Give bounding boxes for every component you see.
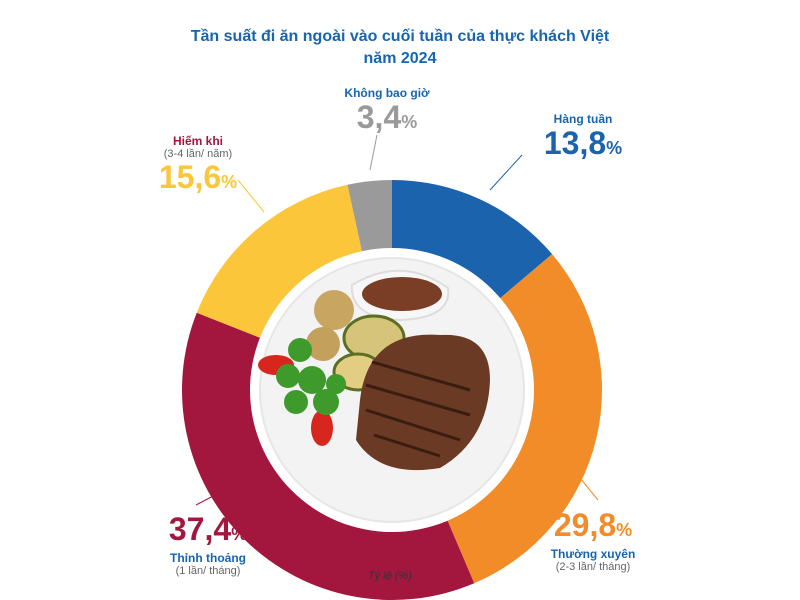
slice-value: 37,4% [168, 511, 248, 547]
label-thinh-thoang: 37,4% Thỉnh thoảng (1 lần/ tháng) [138, 512, 278, 577]
slice-name: Hàng tuần [553, 112, 613, 126]
leader-line-thinh-thoang [195, 482, 239, 506]
leader-lines [195, 134, 599, 506]
slice-value: 29,8% [553, 507, 633, 543]
slice-name: Hiếm khi [172, 134, 223, 148]
label-khong-bao-gio: Không bao giờ 3,4% [332, 86, 442, 139]
leader-line-hang-tuan [489, 154, 523, 191]
potato-1 [314, 290, 354, 330]
label-hang-tuan: Hàng tuần 13,8% [528, 112, 638, 165]
donut-slice-1 [446, 254, 603, 584]
label-thuong-xuyen: 29,8% Thường xuyên (2-3 lần/ tháng) [528, 508, 658, 573]
slice-value: 15,6% [158, 159, 238, 195]
plate-illustration [250, 248, 534, 532]
parsley [276, 338, 346, 415]
slice-sub: (2-3 lần/ tháng) [555, 561, 631, 573]
sauce [362, 277, 442, 311]
leader-line-hiem-khi [237, 179, 265, 213]
leader-line-thuong-xuyen [566, 461, 599, 501]
steak-grill-marks [365, 360, 471, 458]
chart-title-line1: Tần suất đi ăn ngoài vào cuối tuần của t… [190, 28, 610, 45]
chart-title-line2: năm 2024 [363, 50, 437, 67]
slice-value: 13,8% [543, 125, 623, 161]
leader-line-khong-bao-gio [369, 134, 378, 171]
donut-slice-3 [196, 184, 363, 339]
slice-name: Không bao giờ [344, 86, 430, 100]
slice-sub: (3-4 lần/ năm) [163, 148, 233, 160]
slice-sub: (1 lần/ tháng) [175, 565, 241, 577]
unit-note: Tỷ lệ (%) [368, 570, 412, 582]
slice-name: Thường xuyên [550, 547, 636, 561]
tomato-2 [311, 410, 333, 446]
potato-2 [306, 327, 340, 361]
slice-name: Thỉnh thoảng [170, 551, 246, 565]
donut-slice-4 [347, 180, 392, 254]
label-hiem-khi: Hiếm khi (3-4 lần/ năm) 15,6% [138, 134, 258, 199]
donut-slices [182, 180, 603, 600]
donut-slice-2 [182, 312, 475, 600]
donut-slice-0 [392, 180, 553, 300]
slice-value: 3,4% [356, 99, 418, 135]
